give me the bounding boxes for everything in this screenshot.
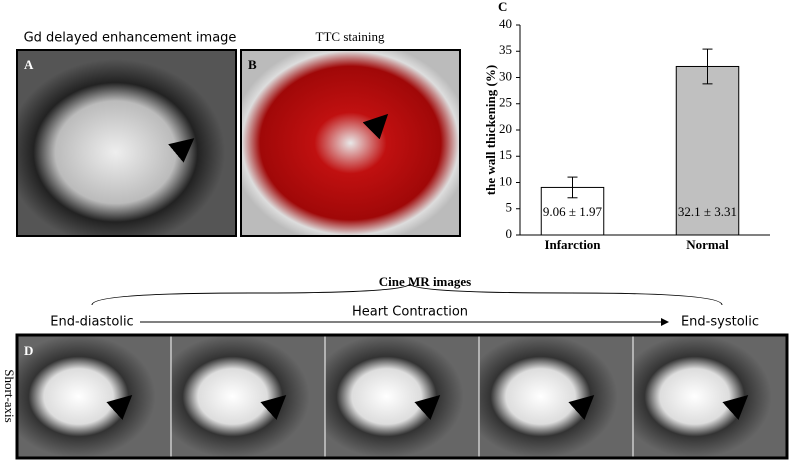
panel-frame	[15, 333, 789, 460]
arrow	[568, 394, 595, 420]
y-tick-label: 30	[499, 68, 512, 83]
y-tick-label: 10	[499, 173, 512, 188]
arrow	[106, 394, 133, 420]
bar	[675, 65, 740, 236]
y-axis-label: the wall thickening (%)	[483, 65, 498, 195]
y-tick-label: 0	[506, 226, 513, 241]
cine-image	[16, 334, 172, 459]
arrow	[362, 113, 389, 140]
label-end: End-systolic	[681, 315, 759, 330]
value-label: 9.06 ± 1.97	[543, 204, 603, 219]
value-label: 32.1 ± 3.31	[678, 204, 737, 219]
panel-label: C	[498, 0, 507, 14]
cine-image	[478, 334, 634, 459]
cine-image	[324, 334, 480, 459]
label-middle: Heart Contraction	[352, 305, 468, 320]
arrow	[414, 394, 441, 420]
y-tick-label: 20	[499, 121, 512, 136]
cine-frames	[16, 334, 788, 459]
ttc-image	[240, 49, 461, 237]
arrow	[168, 138, 195, 163]
y-tick-label: 35	[499, 42, 512, 57]
cine-image	[632, 334, 788, 459]
brace	[91, 282, 723, 306]
label-start: End-diastolic	[50, 315, 133, 330]
y-tick-label: 15	[499, 147, 512, 162]
arrow	[722, 394, 749, 420]
section-title: Cine MR images	[379, 274, 471, 289]
cine-image	[170, 334, 326, 459]
side-label: Short-axis	[2, 369, 17, 422]
x-tick-label: Normal	[686, 237, 729, 252]
panel-title: Gd delayed enhancement image	[24, 31, 237, 46]
arrow	[260, 394, 287, 420]
panel-label: B	[248, 57, 257, 72]
panel-label: A	[24, 57, 34, 72]
panel-label: D	[24, 343, 33, 358]
mri-image	[16, 49, 237, 237]
y-tick-label: 5	[506, 200, 513, 215]
panel-title: TTC staining	[316, 29, 385, 44]
y-tick-label: 40	[499, 16, 512, 31]
x-tick-label: Infarction	[544, 237, 601, 252]
y-tick-label: 25	[499, 95, 512, 110]
